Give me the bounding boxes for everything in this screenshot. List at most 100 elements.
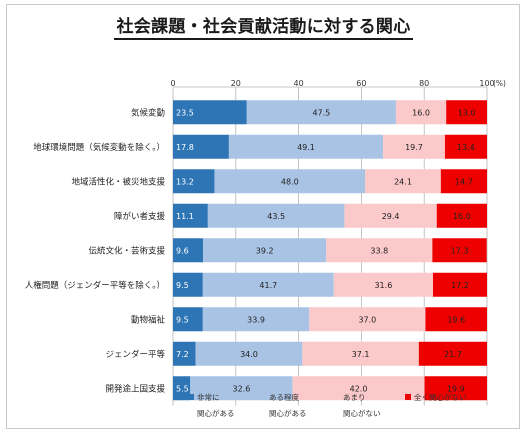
bar-segment-somewhat bbox=[195, 341, 303, 366]
data-label-notmuch: 16.0 bbox=[412, 108, 430, 117]
data-label-very: 9.6 bbox=[176, 246, 189, 255]
bar-segment-notatall bbox=[425, 307, 487, 332]
data-label-notatall: 19.9 bbox=[447, 384, 465, 393]
data-label-somewhat: 47.5 bbox=[312, 108, 330, 117]
bar-segment-notatall bbox=[432, 272, 487, 297]
data-label-notatall: 19.6 bbox=[447, 315, 465, 324]
bar-segment-very bbox=[173, 307, 203, 332]
category-label: 人権問題（ジェンダー平等を除く。） bbox=[25, 280, 165, 291]
data-label-somewhat: 39.2 bbox=[256, 246, 274, 255]
bar-segment-very bbox=[173, 272, 203, 297]
bar-segment-notatall bbox=[446, 100, 487, 125]
x-tick-label: 40 bbox=[294, 79, 304, 88]
legend-label-notmuch: あまり bbox=[343, 393, 366, 402]
category-label: 伝統文化・芸術支援 bbox=[88, 245, 165, 256]
data-label-very: 9.5 bbox=[176, 315, 189, 324]
legend-label-somewhat: 関心がある bbox=[269, 408, 307, 418]
data-label-notmuch: 19.7 bbox=[405, 143, 423, 152]
category-label: 開発途上国支援 bbox=[105, 383, 165, 394]
data-label-notatall: 21.7 bbox=[444, 350, 462, 359]
bar-segment-notmuch bbox=[383, 134, 445, 159]
legend-label-notatall: 全く関心がない bbox=[414, 392, 467, 402]
legend-swatch-notmuch bbox=[334, 394, 340, 400]
bar-segment-somewhat bbox=[228, 134, 384, 159]
data-label-somewhat: 41.7 bbox=[259, 281, 277, 290]
data-label-somewhat: 48.0 bbox=[281, 177, 299, 186]
bar-segment-notmuch bbox=[326, 238, 433, 263]
data-label-notmuch: 29.4 bbox=[382, 212, 400, 221]
legend-swatch-very bbox=[188, 394, 194, 400]
bar-segment-notmuch bbox=[292, 376, 425, 401]
bar-segment-notatall bbox=[432, 238, 487, 263]
data-label-notatall: 14.7 bbox=[455, 177, 473, 186]
x-tick-label: 60 bbox=[356, 79, 366, 88]
bar-segment-notmuch bbox=[365, 169, 441, 194]
bar-segment-very bbox=[173, 134, 229, 159]
legend-label-notmuch: 関心がない bbox=[343, 408, 381, 418]
bar-segment-somewhat bbox=[214, 169, 366, 194]
bar-segment-somewhat bbox=[203, 238, 327, 263]
bar-segment-notmuch bbox=[344, 203, 437, 228]
legend-label-somewhat: ある程度 bbox=[269, 392, 299, 402]
bar-segment-notatall bbox=[418, 341, 487, 366]
data-label-notmuch: 31.6 bbox=[374, 281, 392, 290]
data-label-notatall: 13.0 bbox=[458, 108, 476, 117]
bar-segment-somewhat bbox=[202, 272, 334, 297]
data-label-notmuch: 37.0 bbox=[358, 315, 376, 324]
category-label: 障がい者支援 bbox=[114, 211, 166, 222]
category-label: 気候変動 bbox=[131, 107, 165, 118]
data-label-somewhat: 33.9 bbox=[247, 315, 265, 324]
bar-segment-notmuch bbox=[309, 307, 426, 332]
x-tick-label: 0 bbox=[170, 79, 175, 88]
data-label-very: 23.5 bbox=[176, 108, 194, 117]
bar-segment-very bbox=[173, 341, 196, 366]
x-unit-label: (%) bbox=[493, 79, 506, 88]
data-label-very: 11.1 bbox=[176, 212, 194, 221]
legend-swatch-somewhat bbox=[260, 394, 266, 400]
bar-segment-notatall bbox=[440, 169, 487, 194]
data-label-notatall: 13.4 bbox=[457, 143, 475, 152]
data-label-very: 5.5 bbox=[176, 384, 189, 393]
bar-segment-somewhat bbox=[202, 307, 310, 332]
chart-title-text: 社会課題・社会貢献活動に対する関心 bbox=[114, 17, 413, 40]
data-label-notatall: 17.3 bbox=[451, 246, 469, 255]
data-label-very: 7.2 bbox=[176, 350, 189, 359]
category-label: 動物福祉 bbox=[131, 314, 166, 325]
bar-segment-very bbox=[173, 169, 215, 194]
data-label-somewhat: 43.5 bbox=[267, 212, 285, 221]
data-label-very: 9.5 bbox=[176, 281, 189, 290]
bar-segment-notmuch bbox=[302, 341, 419, 366]
x-tick-label: 100 bbox=[479, 79, 494, 88]
bar-segment-very bbox=[173, 203, 208, 228]
chart-title: 社会課題・社会貢献活動に対する関心 bbox=[0, 12, 527, 40]
bar-segment-notmuch bbox=[395, 100, 447, 125]
data-label-very: 13.2 bbox=[176, 177, 194, 186]
data-label-notmuch: 42.0 bbox=[350, 384, 368, 393]
category-label: 地球環境問題（気候変動を除く。） bbox=[33, 142, 165, 153]
legend-label-very: 非常に bbox=[197, 392, 220, 402]
category-label: 地域活性化・被災地支援 bbox=[71, 176, 165, 187]
bar-segment-very bbox=[173, 238, 204, 263]
category-label: ジェンダー平等 bbox=[105, 349, 165, 360]
bar-segment-somewhat bbox=[207, 203, 345, 228]
data-label-notmuch: 37.1 bbox=[352, 350, 370, 359]
bar-segment-notatall bbox=[444, 134, 487, 159]
legend-label-very: 関心がある bbox=[197, 408, 235, 418]
bars-layer bbox=[173, 100, 487, 401]
legend-swatch-notatall bbox=[405, 394, 411, 400]
bar-segment-notatall bbox=[436, 203, 487, 228]
bar-segment-somewhat bbox=[246, 100, 396, 125]
bar-segment-very bbox=[173, 376, 191, 401]
labels-layer: 0 20 40 60 80 100(%) 気候変動 23.5 47.5 16.0 13.0 地球環境問… bbox=[25, 79, 506, 394]
data-label-notmuch: 24.1 bbox=[394, 177, 412, 186]
data-label-notatall: 16.0 bbox=[453, 212, 471, 221]
data-label-notmuch: 33.8 bbox=[370, 246, 388, 255]
chart-frame bbox=[6, 4, 520, 429]
data-label-notatall: 17.2 bbox=[451, 281, 469, 290]
data-label-somewhat: 49.1 bbox=[297, 143, 315, 152]
x-tick-label: 80 bbox=[419, 79, 429, 88]
data-label-somewhat: 34.0 bbox=[240, 350, 258, 359]
bar-segment-somewhat bbox=[190, 376, 293, 401]
